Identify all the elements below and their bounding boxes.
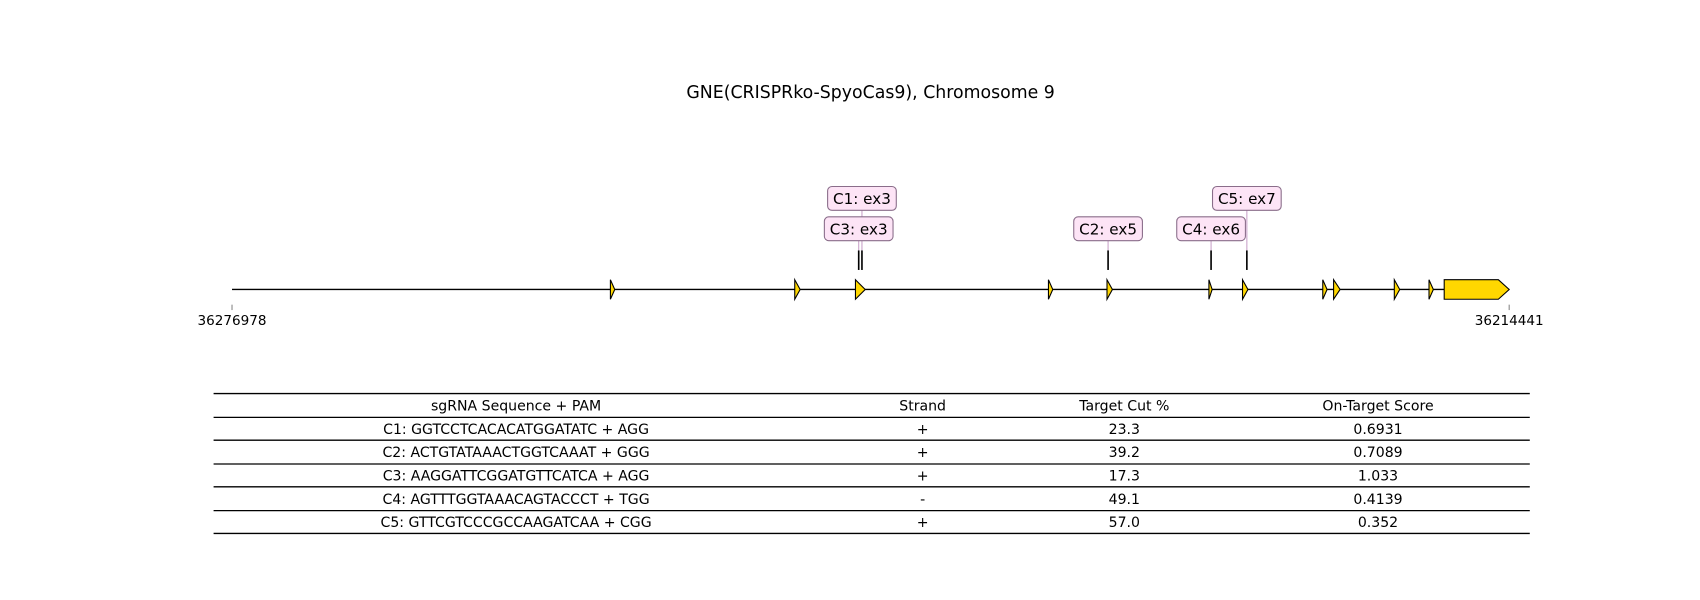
table-cell: 39.2 [1109,445,1140,461]
table-header: On-Target Score [1322,399,1433,415]
table-cell: 57.0 [1109,515,1140,531]
table-cell: 17.3 [1109,468,1140,484]
table-cell: + [917,468,929,484]
table-cell: 0.6931 [1353,422,1402,438]
table-cell: 1.033 [1358,468,1398,484]
exon [1428,279,1434,300]
table-header: sgRNA Sequence + PAM [431,399,601,415]
exon [1443,279,1510,300]
exon [1333,277,1341,302]
exon [1322,279,1328,300]
table-cell: 49.1 [1109,492,1140,508]
table-cell: + [917,515,929,531]
table-cell: - [920,492,925,508]
table-cell: C5: GTTCGTCCCGCCAAGATCAA + CGG [381,515,652,531]
table-cell: C3: AAGGATTCGGATGTTCATCA + AGG [383,468,650,484]
title: GNE(CRISPRko-SpyoCas9), Chromosome 9 [686,83,1054,103]
exon [1393,277,1401,302]
exon [794,277,801,302]
table-cell: C4: AGTTTGGTAAACAGTACCCT + TGG [383,492,650,508]
exon [854,278,866,301]
cut-label: C1: ex3 [833,190,891,208]
table-header: Target Cut % [1078,399,1169,415]
cut-label-box [827,185,897,211]
cut-label: C5: ex7 [1218,190,1276,208]
cut-label: C4: ex6 [1182,220,1240,238]
cut-label-box [1176,216,1246,242]
cut-label: C2: ex5 [1079,220,1137,238]
exon [1047,279,1054,300]
table-cell: 0.7089 [1353,445,1402,461]
exon [609,279,616,300]
table-cell: + [917,422,929,438]
axis-label: 36276978 [198,313,267,329]
exon [1208,279,1213,300]
table-header: Strand [899,399,946,415]
cut-label-box [1073,216,1143,242]
exon [1106,277,1114,302]
cut-label: C3: ex3 [830,220,888,238]
cut-label-box [823,216,894,242]
exon [1241,277,1249,302]
table-cell: C1: GGTCCTCACACATGGATATC + AGG [383,422,649,438]
axis-label: 36214441 [1475,313,1544,329]
table-cell: 0.352 [1358,515,1398,531]
cut-label-box [1211,185,1282,211]
table-cell: + [917,445,929,461]
table-cell: 23.3 [1109,422,1140,438]
table-cell: 0.4139 [1353,492,1402,508]
table-cell: C2: ACTGTATAAACTGGTCAAAT + GGG [382,445,649,461]
